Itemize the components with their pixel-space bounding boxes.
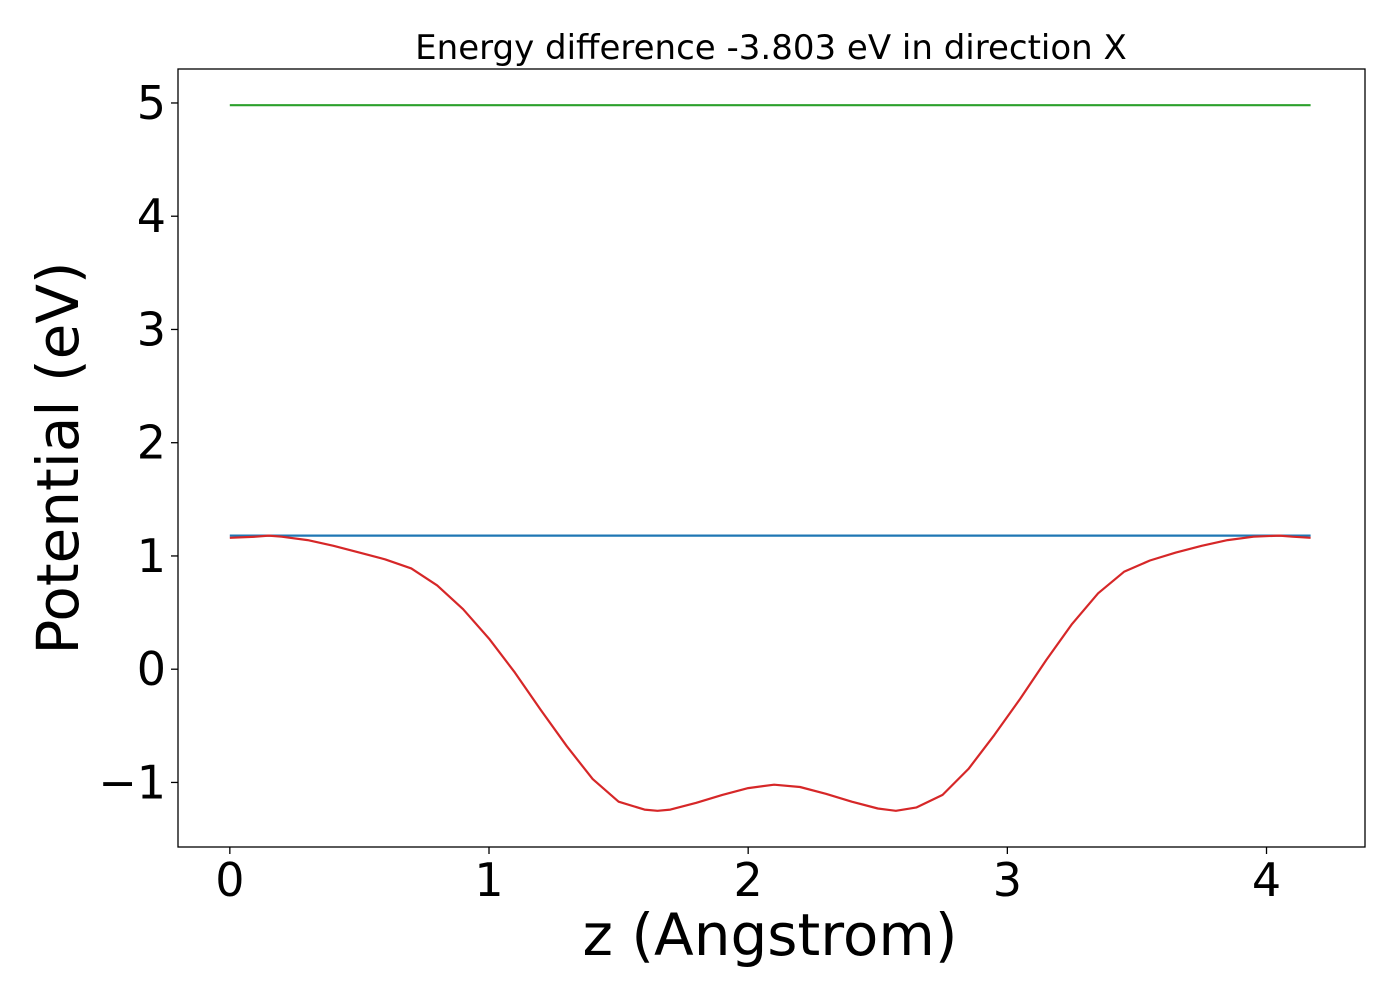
x-tick-label: 2: [734, 853, 763, 907]
x-tick-label: 1: [474, 853, 503, 907]
x-tick-label: 0: [215, 853, 244, 907]
y-axis-ticks: −1 0 1 2 3 4 5: [98, 76, 178, 809]
chart-title: Energy difference -3.803 eV in direction…: [415, 28, 1127, 68]
y-tick-label: 3: [137, 302, 166, 356]
y-tick-label: 2: [137, 416, 166, 470]
x-axis-ticks: 0 1 2 3 4: [215, 847, 1281, 907]
series-layer: [229, 104, 1311, 812]
plot-frame: [177, 68, 1366, 848]
x-tick-label: 4: [1252, 853, 1281, 907]
series-line-2: [229, 534, 1311, 812]
x-axis-label: z (Angstrom): [583, 901, 958, 969]
y-tick-label: −1: [98, 755, 166, 809]
y-tick-label: 5: [137, 76, 166, 130]
y-tick-label: 0: [137, 642, 166, 696]
y-tick-label: 1: [137, 529, 166, 583]
y-tick-label: 4: [137, 189, 166, 243]
y-axis-label: Potential (eV): [24, 261, 92, 654]
x-tick-label: 3: [993, 853, 1022, 907]
